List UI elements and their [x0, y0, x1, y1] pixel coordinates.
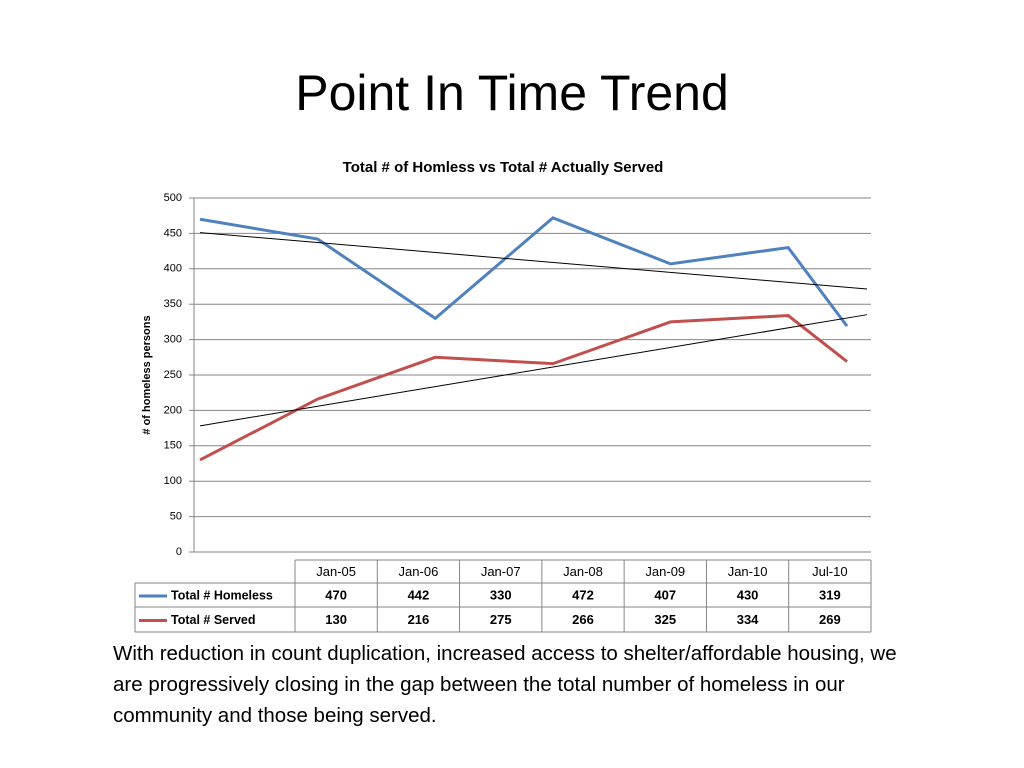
x-tick-label: Jan-09 [645, 564, 685, 579]
y-axis-label: # of homeless persons [141, 315, 153, 434]
y-tick-label: 50 [170, 511, 182, 523]
table-value: 407 [654, 587, 676, 602]
y-tick-label: 500 [164, 192, 182, 204]
chart: Point In Time Trend Total # of Homless v… [134, 65, 872, 633]
table-value: 472 [572, 587, 594, 602]
table-value: 275 [490, 612, 512, 627]
table-value: 430 [737, 587, 759, 602]
x-tick-label: Jan-07 [481, 564, 521, 579]
table-value: 266 [572, 612, 594, 627]
table-value: 325 [654, 612, 676, 627]
series-line [199, 216, 849, 328]
slide-title: Point In Time Trend [295, 65, 729, 121]
trendline [199, 314, 868, 427]
y-tick-label: 450 [164, 227, 182, 239]
legend-label: Total # Served [171, 613, 256, 627]
y-tick-label: 200 [164, 404, 182, 416]
chart-title: Total # of Homless vs Total # Actually S… [343, 159, 664, 176]
table-value: 330 [490, 587, 512, 602]
table-value: 319 [819, 587, 841, 602]
x-tick-label: Jan-10 [728, 564, 768, 579]
y-tick-label: 400 [164, 263, 182, 275]
y-tick-label: 300 [164, 334, 182, 346]
table-value: 130 [325, 612, 347, 627]
table-value: 216 [408, 612, 430, 627]
x-tick-label: Jul-10 [812, 564, 847, 579]
table-value: 334 [737, 612, 759, 627]
trendline [199, 232, 868, 290]
y-tick-label: 250 [164, 369, 182, 381]
series-line [199, 313, 848, 462]
body-text: With reduction in count duplication, inc… [113, 642, 897, 727]
legend-label: Total # Homeless [171, 588, 273, 602]
y-tick-label: 100 [164, 475, 182, 487]
y-tick-label: 0 [176, 546, 182, 558]
table-value: 269 [819, 612, 841, 627]
y-tick-label: 150 [164, 440, 182, 452]
x-tick-label: Jan-06 [399, 564, 439, 579]
table-value: 470 [325, 587, 347, 602]
table-value: 442 [408, 587, 430, 602]
y-tick-label: 350 [164, 298, 182, 310]
x-tick-label: Jan-08 [563, 564, 603, 579]
x-tick-label: Jan-05 [316, 564, 356, 579]
